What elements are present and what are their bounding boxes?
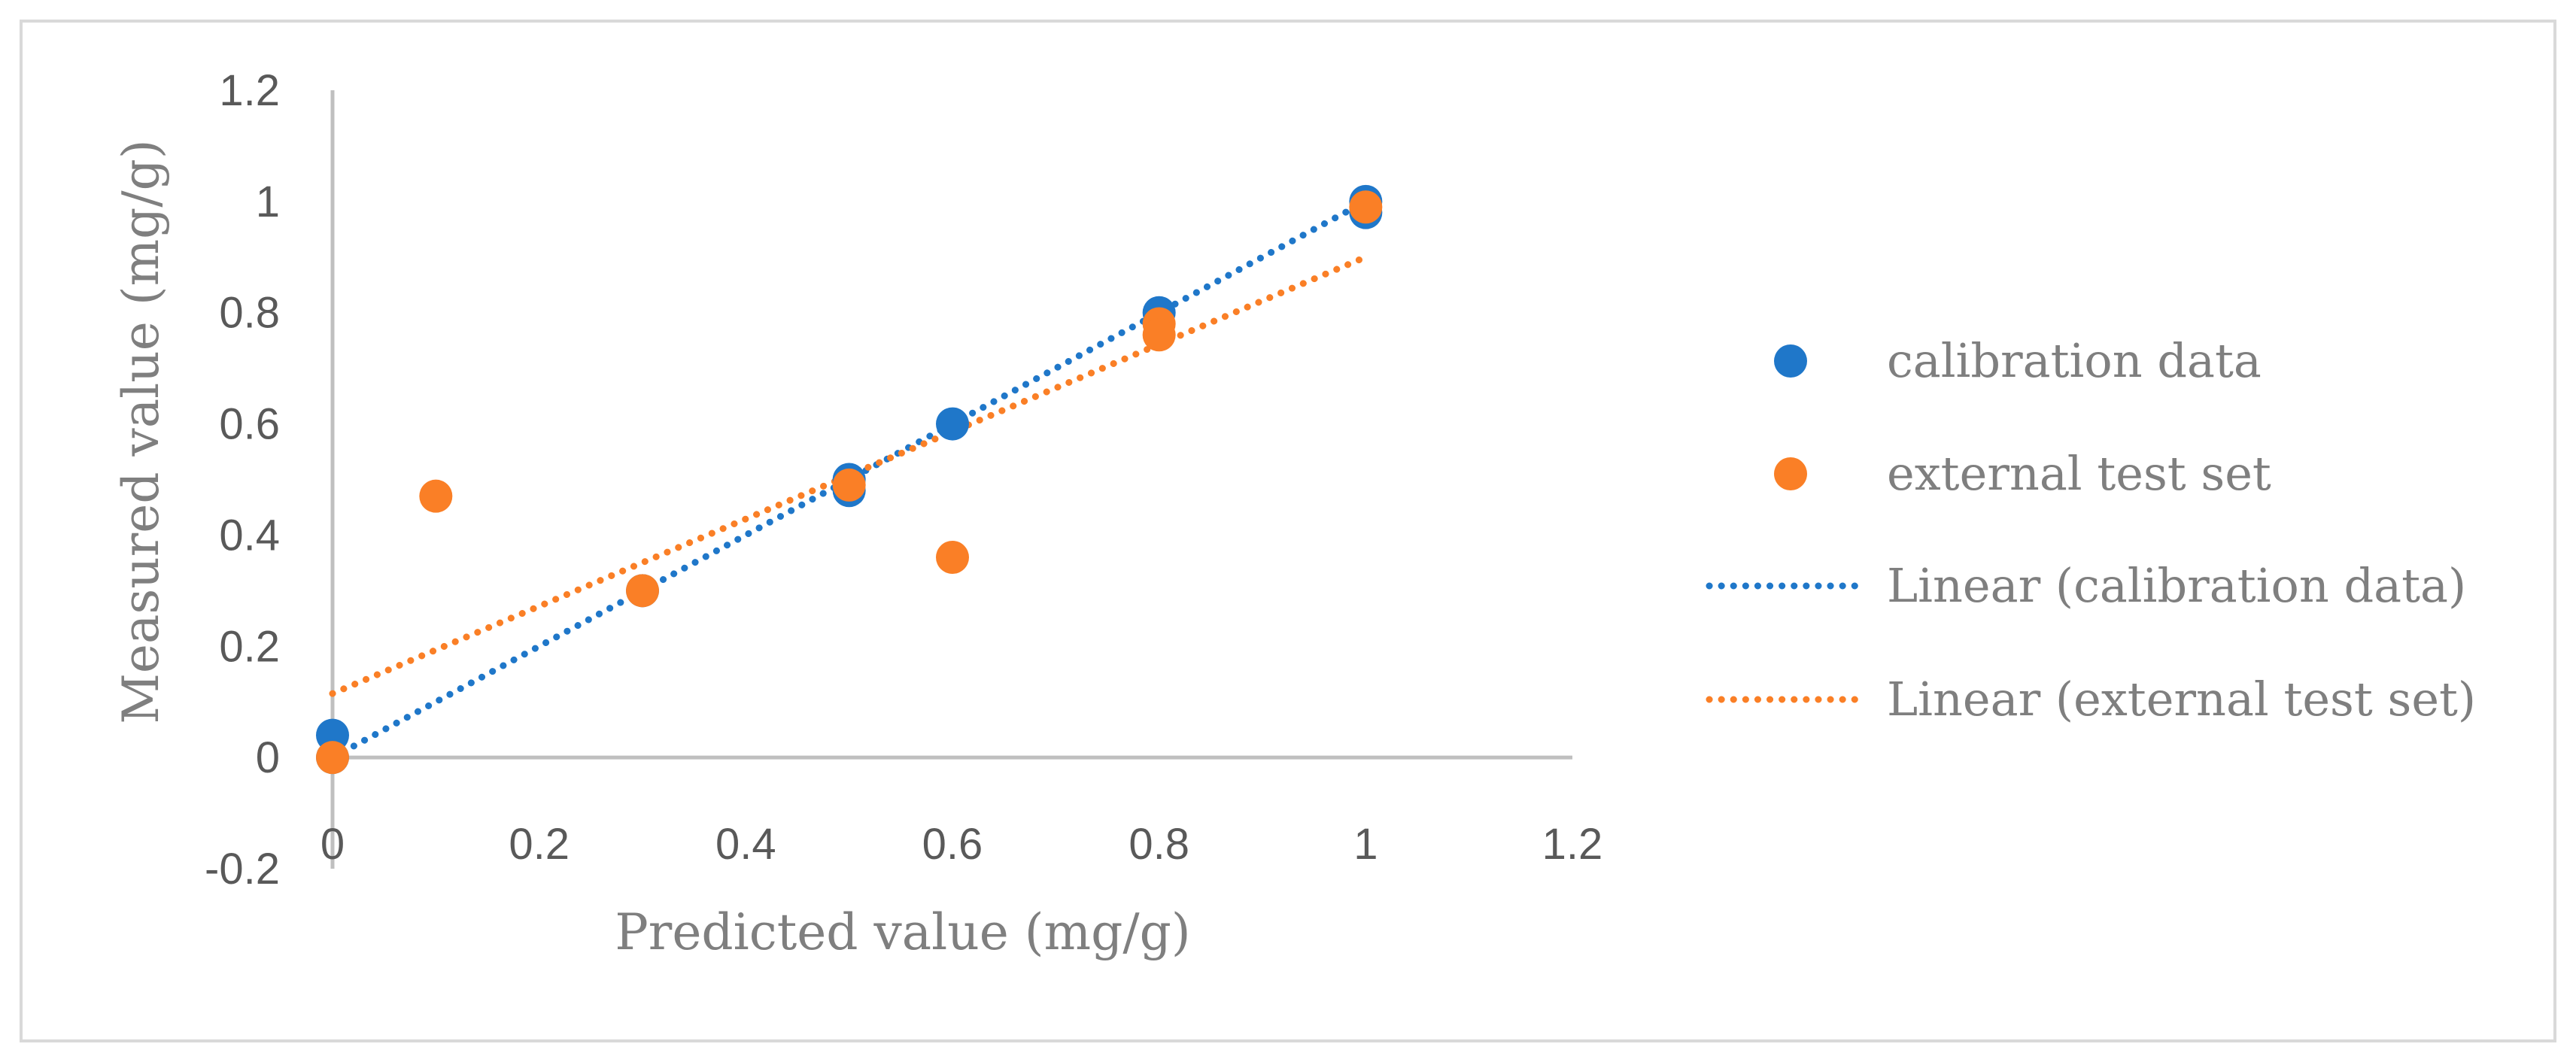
x-axis-title: Predicted value (mg/g) xyxy=(615,903,1190,961)
y-tick-label: 1 xyxy=(256,178,280,226)
y-tick-label: 1.2 xyxy=(219,66,280,115)
legend-linear-external: Linear (external test set) xyxy=(1706,672,2476,727)
external-test-point xyxy=(832,468,866,502)
y-tick-label: 0 xyxy=(256,733,280,782)
y-tick-label: 0.4 xyxy=(219,511,280,560)
y-tick-label: 0.8 xyxy=(219,289,280,338)
external-test-point xyxy=(1142,318,1176,352)
legend-linear-calibration: Linear (calibration data) xyxy=(1706,558,2466,613)
trendline-external xyxy=(329,253,1369,697)
external-test-point xyxy=(316,741,349,775)
external-test-point xyxy=(936,541,969,574)
external-test-point xyxy=(626,574,659,608)
legend-linear-external-label: Linear (external test set) xyxy=(1887,672,2476,727)
x-tick-label: 0.4 xyxy=(715,820,776,869)
legend-calibration-data: calibration data xyxy=(1774,333,2262,388)
legend-calibration-data-marker xyxy=(1774,344,1807,378)
chart-frame xyxy=(20,20,2556,1042)
legend-external-test-set-label: external test set xyxy=(1887,446,2271,501)
x-tick-label: 1 xyxy=(1353,820,1378,869)
external-test-point xyxy=(419,479,453,513)
legend: calibration data external test set Linear … xyxy=(1706,333,2476,727)
legend-external-test-set: external test set xyxy=(1774,446,2271,501)
external-test-point xyxy=(1349,190,1383,224)
legend-linear-calibration-label: Linear (calibration data) xyxy=(1887,558,2466,613)
x-tick-label: 0.6 xyxy=(922,820,983,869)
x-tick-label: 1.2 xyxy=(1542,820,1603,869)
y-tick-label: 0.2 xyxy=(219,622,280,671)
x-tick-label: 0.2 xyxy=(509,820,570,869)
x-tick-label: 0.8 xyxy=(1129,820,1189,869)
legend-external-test-set-marker xyxy=(1774,457,1807,490)
legend-calibration-data-label: calibration data xyxy=(1887,333,2262,388)
calibration-point xyxy=(936,407,969,441)
x-tick-label: 0 xyxy=(320,820,345,869)
y-axis-title: Measured value (mg/g) xyxy=(112,139,170,724)
trendline-calibration xyxy=(329,198,1369,761)
y-tick-label: -0.2 xyxy=(205,845,280,894)
y-tick-label: 0.6 xyxy=(219,400,280,449)
